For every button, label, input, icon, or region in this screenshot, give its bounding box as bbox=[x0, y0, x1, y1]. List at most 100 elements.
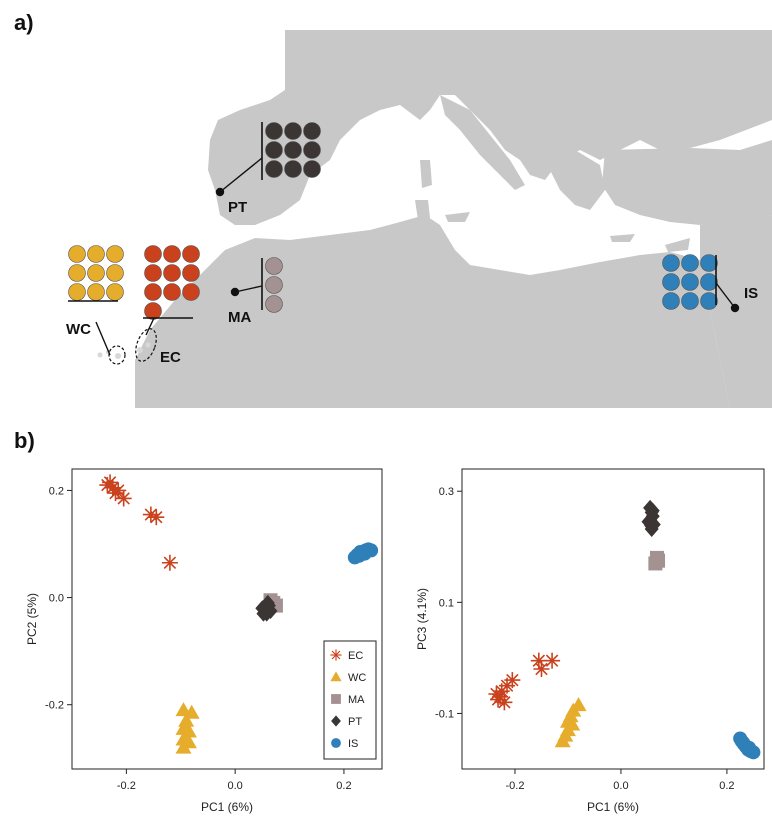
panel-label-a: a) bbox=[14, 10, 34, 35]
x-tick-label: 0.0 bbox=[228, 780, 243, 792]
pie-chart bbox=[87, 264, 105, 282]
pie-group-ec bbox=[144, 245, 200, 320]
pie-chart bbox=[163, 283, 181, 301]
y-tick-label: -0.2 bbox=[45, 700, 64, 712]
pie-chart bbox=[87, 283, 105, 301]
pie-groups bbox=[68, 122, 718, 320]
x-axis-label: PC1 (6%) bbox=[201, 800, 253, 814]
pie-chart bbox=[662, 254, 680, 272]
ec-site-ellipse bbox=[135, 328, 157, 362]
scatter-point bbox=[330, 671, 342, 682]
legend-entry-wc: WC bbox=[348, 672, 366, 684]
wc-site-ellipse bbox=[108, 345, 126, 365]
pie-group-pt bbox=[265, 122, 321, 178]
pie-chart bbox=[265, 122, 283, 140]
scatter-point bbox=[544, 652, 561, 669]
scatter-point bbox=[496, 694, 513, 711]
pie-chart bbox=[182, 264, 200, 282]
pie-chart bbox=[106, 245, 124, 263]
series-is bbox=[347, 542, 379, 565]
legend-entry-ec: EC bbox=[348, 650, 363, 662]
pie-chart bbox=[700, 292, 718, 310]
y-tick-label: -0.1 bbox=[435, 708, 454, 720]
pie-chart bbox=[662, 273, 680, 291]
scatter-point bbox=[331, 738, 341, 748]
pca-plot-pc1-pc2: -0.2 0.0 0.2 -0.2 0.0 0.2 PC1 (6%) PC2 (5%) EC WC… bbox=[0, 455, 390, 826]
y-tick-label: 0.1 bbox=[439, 597, 454, 609]
scatter-point bbox=[644, 517, 659, 534]
series-pt bbox=[255, 594, 278, 622]
x-tick-label: -0.2 bbox=[505, 780, 524, 792]
pie-group-ma bbox=[265, 257, 283, 313]
map-label-is: IS bbox=[744, 285, 758, 302]
pie-group-wc bbox=[68, 245, 124, 301]
legend-entry-ma: MA bbox=[348, 694, 365, 706]
pie-chart bbox=[68, 264, 86, 282]
map-label-wc: WC bbox=[66, 321, 91, 338]
pca-plot-pc1-pc3: -0.2 0.0 0.2 -0.1 0.1 0.3 PC1 (6%) PC3 (4.1%) bbox=[390, 455, 772, 826]
legend-marker bbox=[330, 649, 342, 661]
scatter-point bbox=[649, 550, 664, 565]
plot-frame bbox=[71, 468, 383, 770]
pie-chart bbox=[106, 283, 124, 301]
y-tick-label: 0.3 bbox=[439, 486, 454, 498]
y-axis-label: PC2 (5%) bbox=[25, 593, 39, 645]
legend-marker bbox=[331, 694, 341, 704]
scatter-point bbox=[742, 740, 757, 755]
pie-chart bbox=[303, 160, 321, 178]
scatter-point bbox=[161, 554, 178, 571]
pie-chart bbox=[681, 292, 699, 310]
pie-chart bbox=[681, 273, 699, 291]
map-label-pt: PT bbox=[228, 199, 247, 216]
scatter-point bbox=[183, 704, 200, 719]
legend-marker bbox=[331, 738, 341, 748]
plot-frame bbox=[461, 468, 765, 770]
series-ec bbox=[99, 474, 178, 571]
pie-chart bbox=[681, 254, 699, 272]
pie-chart bbox=[182, 245, 200, 263]
pie-chart bbox=[303, 141, 321, 159]
x-tick-label: 0.2 bbox=[336, 780, 351, 792]
pie-chart bbox=[700, 273, 718, 291]
scatter-point bbox=[330, 649, 342, 661]
scatter-point bbox=[102, 474, 119, 491]
legend-entry-pt: PT bbox=[348, 716, 362, 728]
pie-chart bbox=[144, 245, 162, 263]
pie-chart bbox=[284, 122, 302, 140]
scatter-point bbox=[504, 672, 521, 689]
x-tick-label: 0.0 bbox=[613, 780, 628, 792]
panel-label-b: b) bbox=[14, 428, 35, 453]
scatter-point bbox=[357, 546, 372, 561]
pie-chart bbox=[106, 264, 124, 282]
pie-chart bbox=[182, 283, 200, 301]
pie-chart bbox=[265, 295, 283, 313]
series-is bbox=[733, 731, 761, 760]
x-tick-label: -0.2 bbox=[117, 780, 136, 792]
legend-marker bbox=[330, 671, 342, 682]
pie-chart bbox=[303, 122, 321, 140]
pie-chart bbox=[265, 276, 283, 294]
pie-chart bbox=[87, 245, 105, 263]
series-wc bbox=[175, 702, 200, 754]
pie-group-is bbox=[662, 254, 718, 310]
legend: EC WC MA PT IS bbox=[323, 640, 377, 760]
connectors bbox=[95, 157, 740, 356]
pie-chart bbox=[284, 141, 302, 159]
scatter-point bbox=[645, 502, 660, 519]
y-tick-label: 0.0 bbox=[49, 593, 64, 605]
pie-chart bbox=[284, 160, 302, 178]
x-axis-label: PC1 (6%) bbox=[587, 800, 639, 814]
scatter-point bbox=[175, 739, 192, 754]
land-mass bbox=[135, 30, 772, 408]
x-tick-label: 0.2 bbox=[719, 780, 734, 792]
scatter-point bbox=[259, 599, 274, 616]
scatter-point bbox=[180, 723, 197, 738]
pie-chart bbox=[265, 257, 283, 275]
scatter-point bbox=[148, 509, 165, 526]
map-label-ma: MA bbox=[228, 309, 251, 326]
scatter-point bbox=[554, 733, 571, 748]
series-wc bbox=[554, 697, 587, 748]
scatter-point bbox=[533, 661, 550, 677]
pie-chart bbox=[700, 254, 718, 272]
pie-chart bbox=[265, 160, 283, 178]
